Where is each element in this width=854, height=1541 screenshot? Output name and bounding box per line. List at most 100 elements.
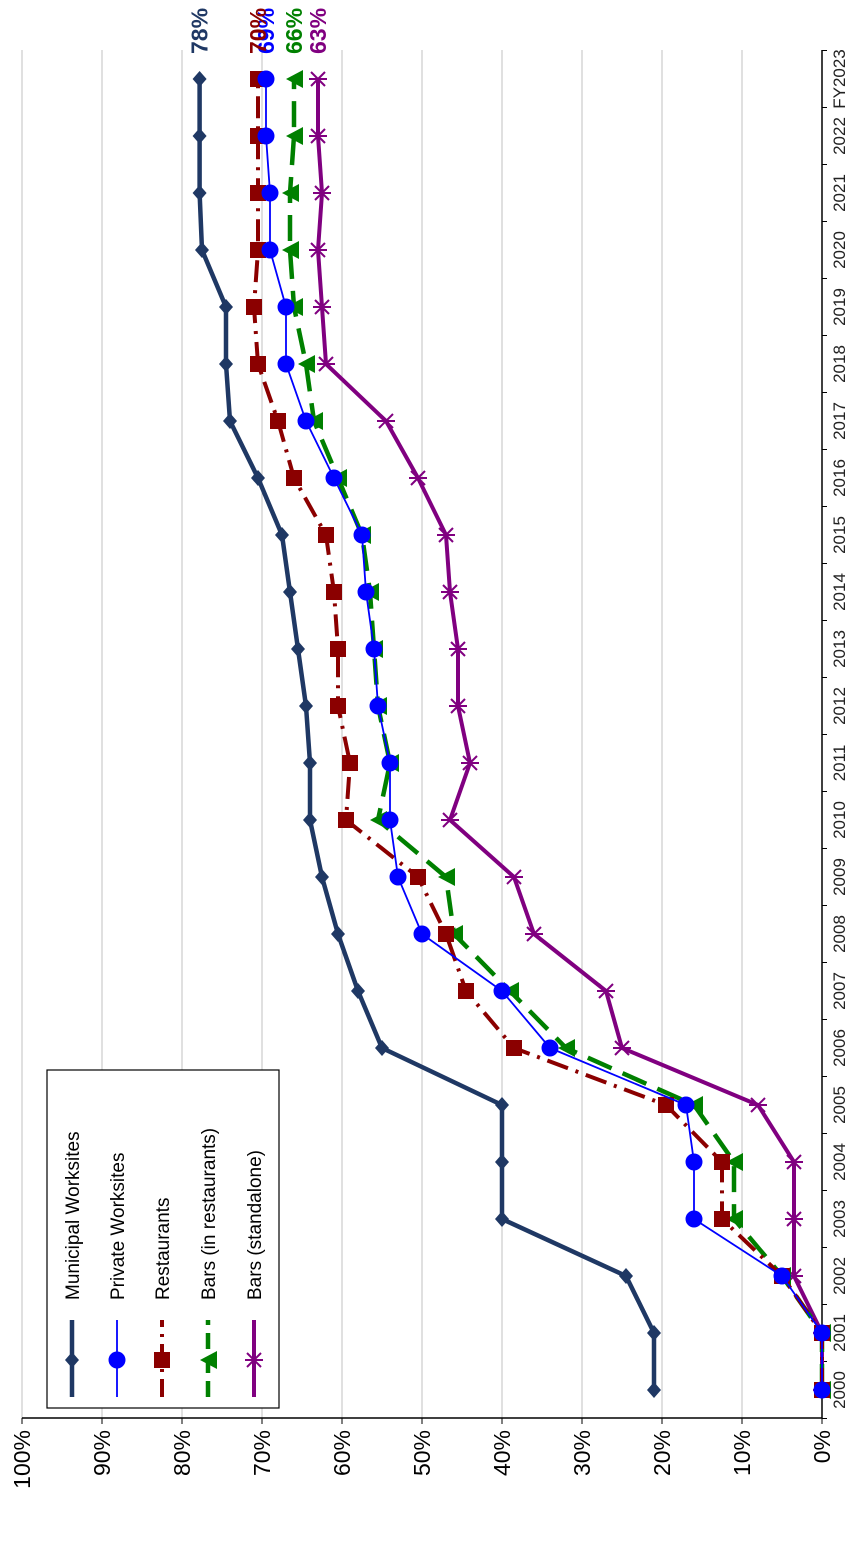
- data-point: [647, 1325, 661, 1341]
- y-tick-label: 90%: [89, 1430, 115, 1476]
- data-point: [493, 982, 511, 1000]
- data-point: [282, 184, 299, 202]
- data-point: [338, 812, 354, 828]
- y-tick-label: 70%: [249, 1430, 275, 1476]
- data-point: [438, 868, 455, 886]
- legend-label: Bars (in restaurants): [199, 1128, 220, 1300]
- legend-swatch-marker: [108, 1351, 126, 1369]
- x-tick-label: 2009: [830, 858, 849, 896]
- data-point: [330, 698, 346, 714]
- data-point: [749, 1097, 767, 1113]
- data-point: [365, 640, 383, 658]
- x-tick-label: 2015: [830, 516, 849, 554]
- data-point: [558, 1039, 575, 1057]
- legend-item: Municipal Worksites: [63, 1131, 84, 1397]
- data-point: [449, 698, 467, 714]
- data-point: [275, 527, 289, 543]
- data-point: [495, 1211, 509, 1227]
- end-value-label: 66%: [281, 8, 307, 54]
- data-point: [298, 355, 315, 373]
- data-point: [441, 812, 459, 828]
- y-tick-label: 100%: [9, 1430, 35, 1489]
- data-point: [726, 1210, 743, 1228]
- x-tick-label: FY2023: [830, 49, 849, 109]
- data-point: [313, 185, 331, 201]
- data-point: [318, 527, 334, 543]
- data-point: [714, 1154, 730, 1170]
- x-tick-label: 2022: [830, 117, 849, 155]
- legend-swatch-marker: [245, 1352, 263, 1368]
- x-tick-label: 2003: [830, 1200, 849, 1238]
- data-point: [313, 299, 331, 315]
- data-point: [251, 470, 265, 486]
- x-tick-label: 2019: [830, 288, 849, 326]
- data-point: [261, 241, 279, 259]
- y-tick-label: 20%: [649, 1430, 675, 1476]
- data-point: [277, 355, 295, 373]
- end-value-label: 78%: [187, 8, 213, 54]
- x-tick-label: 2011: [830, 745, 849, 782]
- x-tick-label: 2002: [830, 1257, 849, 1295]
- data-point: [647, 1382, 661, 1398]
- data-point: [286, 127, 303, 145]
- y-tick-label: 80%: [169, 1430, 195, 1476]
- end-labels: 78% 69%70% 66%63%: [187, 8, 331, 54]
- data-point: [495, 1154, 509, 1170]
- x-tick-label: 2013: [830, 630, 849, 668]
- data-point: [257, 70, 275, 88]
- series-layer: [192, 70, 831, 1399]
- series-line: [197, 79, 657, 1390]
- series-bars-in-restaurants: [282, 70, 831, 1399]
- data-point: [505, 869, 523, 885]
- data-point: [315, 869, 329, 885]
- x-tick-label: 2021: [830, 174, 849, 212]
- data-point: [619, 1268, 633, 1284]
- legend-swatch-marker: [200, 1351, 217, 1369]
- data-point: [326, 584, 342, 600]
- x-tick-label: 2012: [830, 687, 849, 725]
- x-tick-label: 2000: [830, 1371, 849, 1409]
- series-line: [316, 79, 824, 1390]
- data-point: [449, 641, 467, 657]
- end-value-label: 70%: [245, 8, 271, 54]
- data-point: [785, 1154, 803, 1170]
- y-tick-label: 0%: [809, 1430, 835, 1463]
- x-tick-label: 2004: [830, 1143, 849, 1181]
- data-point: [219, 299, 233, 315]
- legend-item: Bars (in restaurants): [199, 1128, 220, 1397]
- data-point: [381, 754, 399, 772]
- data-point: [773, 1267, 791, 1285]
- data-point: [317, 356, 335, 372]
- legend-label: Private Worksites: [108, 1153, 129, 1300]
- x-tick-label: 2007: [830, 972, 849, 1010]
- data-point: [250, 185, 266, 201]
- data-point: [461, 755, 479, 771]
- data-point: [286, 470, 302, 486]
- legend-label: Restaurants: [153, 1198, 174, 1300]
- series-private-worksites: [257, 70, 831, 1399]
- data-point: [370, 811, 387, 829]
- data-point: [389, 868, 407, 886]
- legend-item: Private Worksites: [108, 1153, 129, 1397]
- data-point: [613, 1040, 631, 1056]
- x-tick-label: 2006: [830, 1029, 849, 1067]
- y-tick-labels: 0% 10% 20% 30% 40% 50% 60% 70% 80% 90% 100%: [9, 1430, 835, 1489]
- grid-lines: [21, 50, 743, 1418]
- data-point: [223, 413, 237, 429]
- data-point: [195, 242, 209, 258]
- data-point: [309, 71, 327, 87]
- end-value-label: 63%: [305, 8, 331, 54]
- y-tick-label: 10%: [729, 1430, 755, 1476]
- data-point: [261, 184, 279, 202]
- y-tick-label: 50%: [409, 1430, 435, 1476]
- legend: Municipal Worksites Private Worksites Rest…: [46, 1069, 280, 1409]
- data-point: [446, 925, 463, 943]
- legend-swatch-marker: [154, 1352, 170, 1368]
- data-point: [714, 1211, 730, 1227]
- data-point: [277, 298, 295, 316]
- legend-swatch-marker: [65, 1352, 79, 1368]
- data-point: [597, 983, 615, 999]
- data-point: [192, 185, 207, 201]
- data-point: [525, 926, 543, 942]
